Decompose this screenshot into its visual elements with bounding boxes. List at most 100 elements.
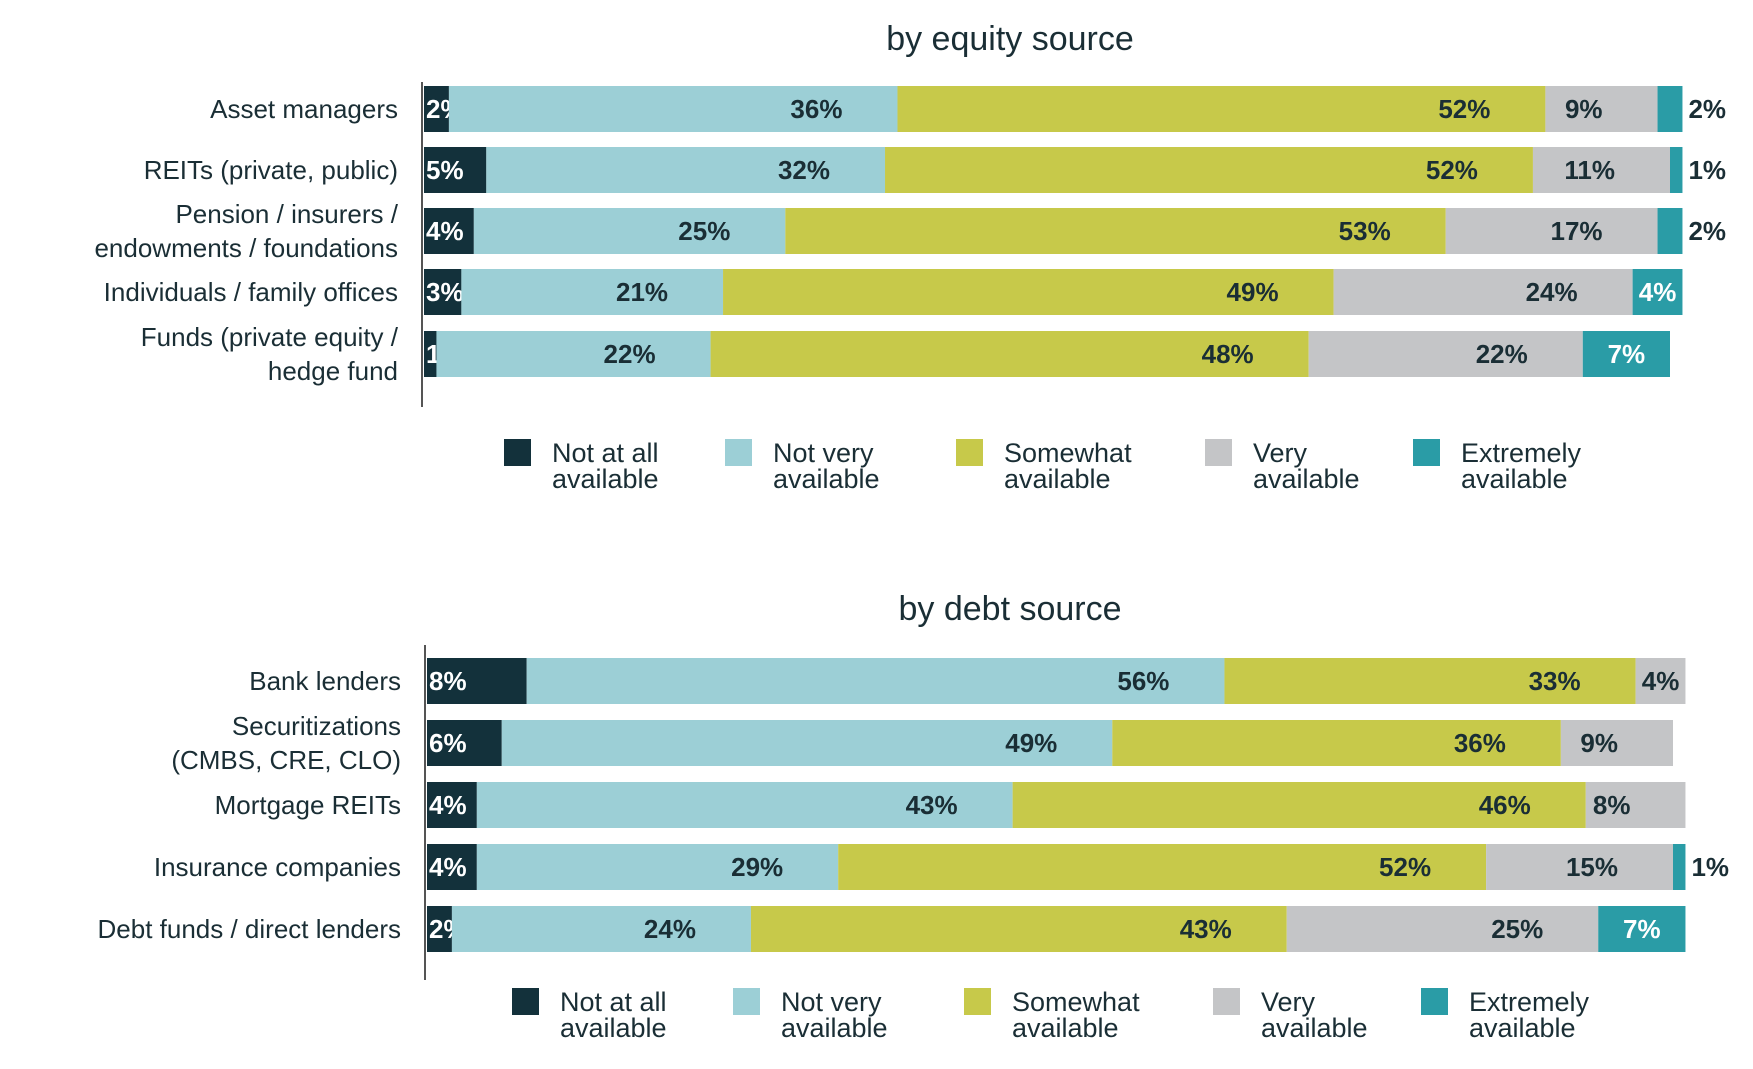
equity-value-label: 3% [426, 277, 464, 307]
equity-legend-label: Extremely [1461, 438, 1582, 468]
equity-value-label: 48% [1202, 339, 1254, 369]
debt-value-label: 43% [1180, 914, 1232, 944]
debt-bar-segment [1224, 658, 1636, 704]
debt-legend-label: Not at all [560, 987, 667, 1017]
debt-category-label: (CMBS, CRE, CLO) [171, 745, 401, 775]
debt-legend-label: available [1469, 1013, 1576, 1043]
equity-value-label: 25% [678, 216, 730, 246]
debt-value-label: 1% [1691, 852, 1729, 882]
debt-legend-label: available [781, 1013, 888, 1043]
debt-bar-segment [427, 782, 477, 828]
equity-category-label: endowments / foundations [94, 233, 398, 263]
equity-value-label: 22% [1476, 339, 1528, 369]
debt-value-label: 4% [429, 852, 467, 882]
debt-category-label: Bank lenders [249, 666, 401, 696]
debt-bar-segment [476, 844, 839, 890]
debt-legend-swatch [1421, 988, 1448, 1015]
debt-legend-swatch [733, 988, 760, 1015]
debt-legend-swatch [964, 988, 991, 1015]
equity-bar-segment [436, 331, 711, 377]
debt-category-label: Insurance companies [154, 852, 401, 882]
equity-legend-label: Somewhat [1004, 438, 1132, 468]
equity-value-label: 36% [790, 94, 842, 124]
equity-bar-segment [885, 147, 1533, 193]
equity-legend-label: Very [1253, 438, 1308, 468]
debt-legend-swatch [1213, 988, 1240, 1015]
debt-value-label: 46% [1479, 790, 1531, 820]
debt-category-label: Mortgage REITs [215, 790, 401, 820]
equity-legend-label: available [773, 464, 880, 494]
equity-bar-segment [1657, 86, 1683, 132]
debt-category-label: Securitizations [232, 711, 401, 741]
equity-bar-segment [1670, 147, 1683, 193]
debt-legend-label: available [1261, 1013, 1368, 1043]
debt-bar-segment [427, 720, 502, 766]
equity-bar-segment [785, 208, 1446, 254]
equity-value-label: 21% [616, 277, 668, 307]
equity-bar-segment [710, 331, 1309, 377]
equity-category-label: Pension / insurers / [175, 199, 398, 229]
equity-bar-segment [424, 331, 437, 377]
debt-legend-swatch [512, 988, 539, 1015]
debt-value-label: 49% [1005, 728, 1057, 758]
equity-bar-segment [723, 269, 1334, 315]
equity-value-label: 2% [1688, 216, 1726, 246]
debt-bar-segment [1598, 906, 1686, 952]
equity-legend-label: Not very [773, 438, 874, 468]
debt-bar-segment [476, 782, 1013, 828]
equity-bar-segment [1308, 331, 1583, 377]
debt-bar-segment [1560, 720, 1673, 766]
debt-legend-label: Somewhat [1012, 987, 1140, 1017]
debt-bar-segment [451, 906, 751, 952]
equity-legend-label: available [1253, 464, 1360, 494]
debt-bar-segment [526, 658, 1225, 704]
debt-bar-segment [427, 906, 452, 952]
debt-bar-segment [1486, 844, 1673, 890]
equity-value-label: 22% [604, 339, 656, 369]
debt-legend-label: Very [1261, 987, 1316, 1017]
equity-bar-segment [424, 147, 487, 193]
debt-value-label: 52% [1379, 852, 1431, 882]
equity-legend-swatch [504, 439, 531, 466]
equity-value-label: 5% [426, 155, 464, 185]
equity-value-label: 52% [1438, 94, 1490, 124]
debt-chart-title: by debt source [898, 590, 1121, 628]
equity-bar-segment [424, 269, 462, 315]
debt-bar-segment [427, 658, 527, 704]
equity-value-label: 1% [1688, 155, 1726, 185]
debt-value-label: 15% [1566, 852, 1618, 882]
debt-bar-segment [1673, 844, 1686, 890]
equity-value-label: 24% [1526, 277, 1578, 307]
debt-value-label: 29% [731, 852, 783, 882]
equity-legend-label: available [552, 464, 659, 494]
equity-category-label: hedge fund [268, 356, 398, 386]
debt-bar-segment [1012, 782, 1586, 828]
equity-legend-label: Not at all [552, 438, 659, 468]
debt-legend-label: available [560, 1013, 667, 1043]
debt-bar-segment [1286, 906, 1599, 952]
equity-bar-segment [1333, 269, 1633, 315]
debt-bar-segment [427, 844, 477, 890]
equity-bar-segment [486, 147, 886, 193]
equity-legend-swatch [1205, 439, 1232, 466]
debt-value-label: 4% [1642, 666, 1680, 696]
debt-bar-segment [501, 720, 1113, 766]
equity-value-label: 49% [1227, 277, 1279, 307]
debt-legend-label: Extremely [1469, 987, 1590, 1017]
equity-value-label: 52% [1426, 155, 1478, 185]
equity-bar-segment [461, 269, 724, 315]
debt-category-label: Debt funds / direct lenders [98, 914, 402, 944]
debt-value-label: 8% [429, 666, 467, 696]
equity-value-label: 2% [1688, 94, 1726, 124]
debt-bar-segment [1635, 658, 1686, 704]
equity-bar-segment [897, 86, 1546, 132]
equity-legend-label: available [1004, 464, 1111, 494]
equity-legend-label: available [1461, 464, 1568, 494]
equity-bar-segment [1657, 208, 1683, 254]
equity-bar-segment [424, 208, 474, 254]
debt-value-label: 33% [1529, 666, 1581, 696]
debt-legend-label: Not very [781, 987, 882, 1017]
debt-value-label: 6% [429, 728, 467, 758]
debt-value-label: 8% [1593, 790, 1631, 820]
